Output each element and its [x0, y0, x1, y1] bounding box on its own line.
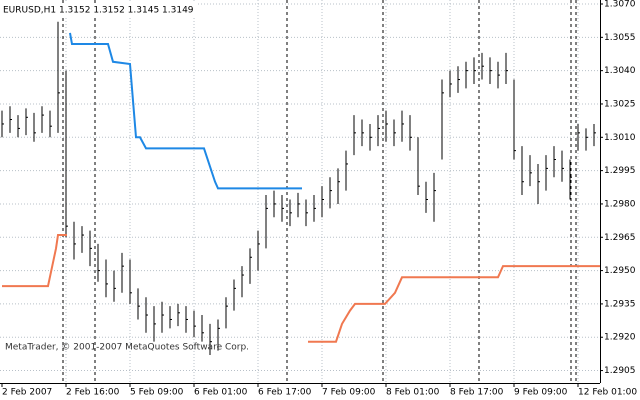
x-tick-label: 7 Feb 09:00: [322, 388, 376, 398]
y-tick-label: 1.3070: [604, 0, 636, 9]
y-tick-label: 1.2980: [604, 199, 636, 209]
x-tick-label: 6 Feb 17:00: [258, 388, 312, 398]
y-tick-label: 1.2995: [604, 166, 636, 176]
x-tick-label: 2 Feb 2007: [2, 388, 52, 398]
y-tick-label: 1.2935: [604, 299, 636, 309]
y-tick-label: 1.3025: [604, 99, 636, 109]
y-tick-label: 1.3010: [604, 133, 636, 143]
copyright: MetaTrader, © 2001-2007 MetaQuotes Softw…: [5, 343, 249, 353]
y-tick-label: 1.2905: [604, 366, 636, 376]
header-bg: [0, 3, 196, 16]
x-tick-label: 9 Feb 09:00: [514, 388, 568, 398]
x-tick-label: 8 Feb 01:00: [386, 388, 440, 398]
y-tick-label: 1.3040: [604, 66, 636, 76]
y-tick-label: 1.2920: [604, 333, 636, 343]
day-separators: [62, 0, 577, 383]
x-tick-label: 8 Feb 17:00: [450, 388, 504, 398]
indicator-line: [2, 234, 67, 288]
x-tick-label: 12 Feb 01:00: [578, 388, 637, 398]
x-tick-label: 6 Feb 01:00: [194, 388, 248, 398]
plot: [1, 21, 600, 356]
chart-title: EURUSD,H1 1.3152 1.3152 1.3145 1.3149: [3, 6, 194, 16]
y-tick-label: 1.2950: [604, 266, 636, 276]
x-tick-label: 2 Feb 16:00: [66, 388, 120, 398]
x-tick-label: 5 Feb 09:00: [130, 388, 184, 398]
indicator-line: [308, 265, 600, 343]
indicator-line: [69, 32, 302, 190]
y-tick-label: 1.2965: [604, 233, 636, 243]
y-tick-label: 1.3055: [604, 33, 636, 43]
